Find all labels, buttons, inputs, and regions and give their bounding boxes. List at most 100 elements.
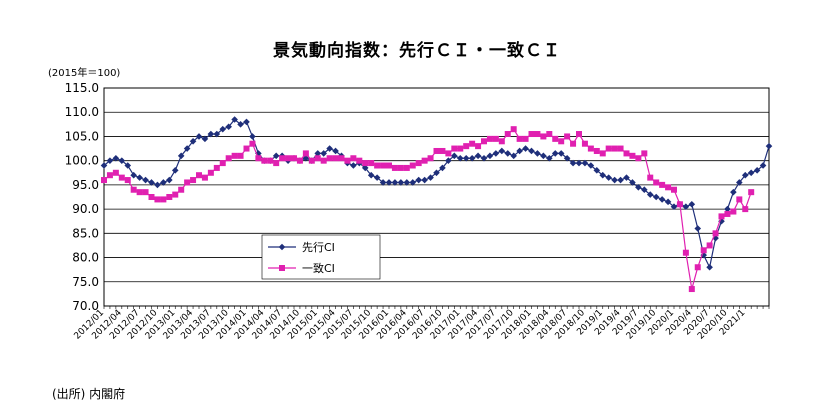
data-point <box>373 174 381 181</box>
y-tick-label: 110.0 <box>65 105 99 119</box>
data-point <box>486 135 493 142</box>
data-point <box>362 160 369 167</box>
y-tick-label: 105.0 <box>65 129 99 143</box>
y-tick-label: 90.0 <box>72 202 99 216</box>
data-point <box>237 121 244 128</box>
series-2 <box>101 126 755 293</box>
data-point <box>498 138 505 145</box>
data-point <box>451 145 458 152</box>
data-point <box>207 130 215 138</box>
data-point <box>652 193 660 201</box>
legend-marker <box>278 243 286 251</box>
data-point <box>136 189 143 196</box>
plot-area <box>103 87 770 307</box>
data-point <box>350 155 357 162</box>
data-point <box>688 200 696 208</box>
data-point <box>557 150 565 157</box>
data-point <box>635 184 642 191</box>
legend-marker <box>279 265 285 271</box>
data-point <box>617 145 624 152</box>
data-point <box>463 143 470 150</box>
data-point <box>581 159 589 167</box>
data-point <box>451 152 458 160</box>
data-point <box>456 154 464 162</box>
data-point <box>166 176 173 184</box>
data-point <box>718 213 725 220</box>
data-point <box>243 145 250 152</box>
data-point <box>653 179 660 186</box>
legend-label: 先行CI <box>302 241 335 254</box>
data-point <box>748 189 755 196</box>
data-point <box>273 160 280 167</box>
data-point <box>593 147 600 154</box>
data-point <box>433 169 440 177</box>
data-point <box>570 140 577 147</box>
data-point <box>344 157 351 164</box>
data-point <box>486 152 494 160</box>
data-point <box>665 184 672 191</box>
unit-label: (2015年＝100) <box>48 68 121 79</box>
data-point <box>178 186 185 193</box>
legend: 先行CI 一致CI <box>261 234 381 280</box>
data-point <box>759 162 767 169</box>
data-point <box>659 181 666 188</box>
data-point <box>575 159 583 167</box>
data-point <box>516 147 523 155</box>
data-point <box>623 150 630 157</box>
data-point <box>504 131 511 138</box>
chart-title: 景気動向指数：先行ＣＩ・一致ＣＩ <box>273 41 561 61</box>
data-point <box>285 155 292 162</box>
data-point <box>177 152 185 160</box>
data-point <box>599 171 607 179</box>
data-point <box>469 140 476 147</box>
data-point <box>623 174 630 181</box>
data-point <box>670 203 678 210</box>
data-point <box>201 135 209 143</box>
data-point <box>552 135 559 142</box>
data-point <box>338 155 345 162</box>
data-point <box>332 155 339 162</box>
data-point <box>646 191 654 198</box>
data-point <box>510 152 517 160</box>
data-point <box>765 142 773 150</box>
data-point <box>368 160 375 167</box>
data-point <box>534 150 541 157</box>
data-point <box>522 135 529 142</box>
data-point <box>184 179 191 186</box>
data-point <box>160 196 167 203</box>
data-point <box>190 177 197 184</box>
data-point <box>361 164 369 172</box>
data-point <box>374 162 381 169</box>
data-point <box>558 138 565 145</box>
data-point <box>172 191 179 198</box>
data-point <box>433 147 440 154</box>
data-point <box>427 155 434 162</box>
data-point <box>724 210 731 217</box>
data-point <box>700 251 707 259</box>
data-point <box>308 157 315 164</box>
data-point <box>403 164 410 171</box>
data-point <box>148 194 155 200</box>
data-point <box>291 155 297 162</box>
data-point <box>231 116 238 123</box>
data-point <box>421 157 428 164</box>
data-point <box>106 157 114 164</box>
data-point <box>617 176 624 184</box>
data-point <box>160 179 167 186</box>
data-point <box>694 225 702 232</box>
data-point <box>439 164 446 172</box>
data-point <box>279 155 286 162</box>
data-point <box>730 208 737 215</box>
data-point <box>730 188 737 196</box>
data-point <box>718 217 725 225</box>
data-point <box>540 133 547 140</box>
data-point <box>724 205 731 213</box>
y-tick-label: 85.0 <box>72 226 99 240</box>
data-point <box>189 137 197 145</box>
data-point <box>397 179 405 186</box>
data-point <box>356 157 363 164</box>
legend-label: 一致CI <box>302 261 335 275</box>
y-tick-label: 70.0 <box>72 299 99 313</box>
data-point <box>207 169 214 176</box>
data-point <box>386 162 392 169</box>
